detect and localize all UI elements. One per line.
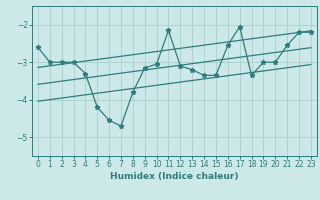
X-axis label: Humidex (Indice chaleur): Humidex (Indice chaleur): [110, 172, 239, 181]
